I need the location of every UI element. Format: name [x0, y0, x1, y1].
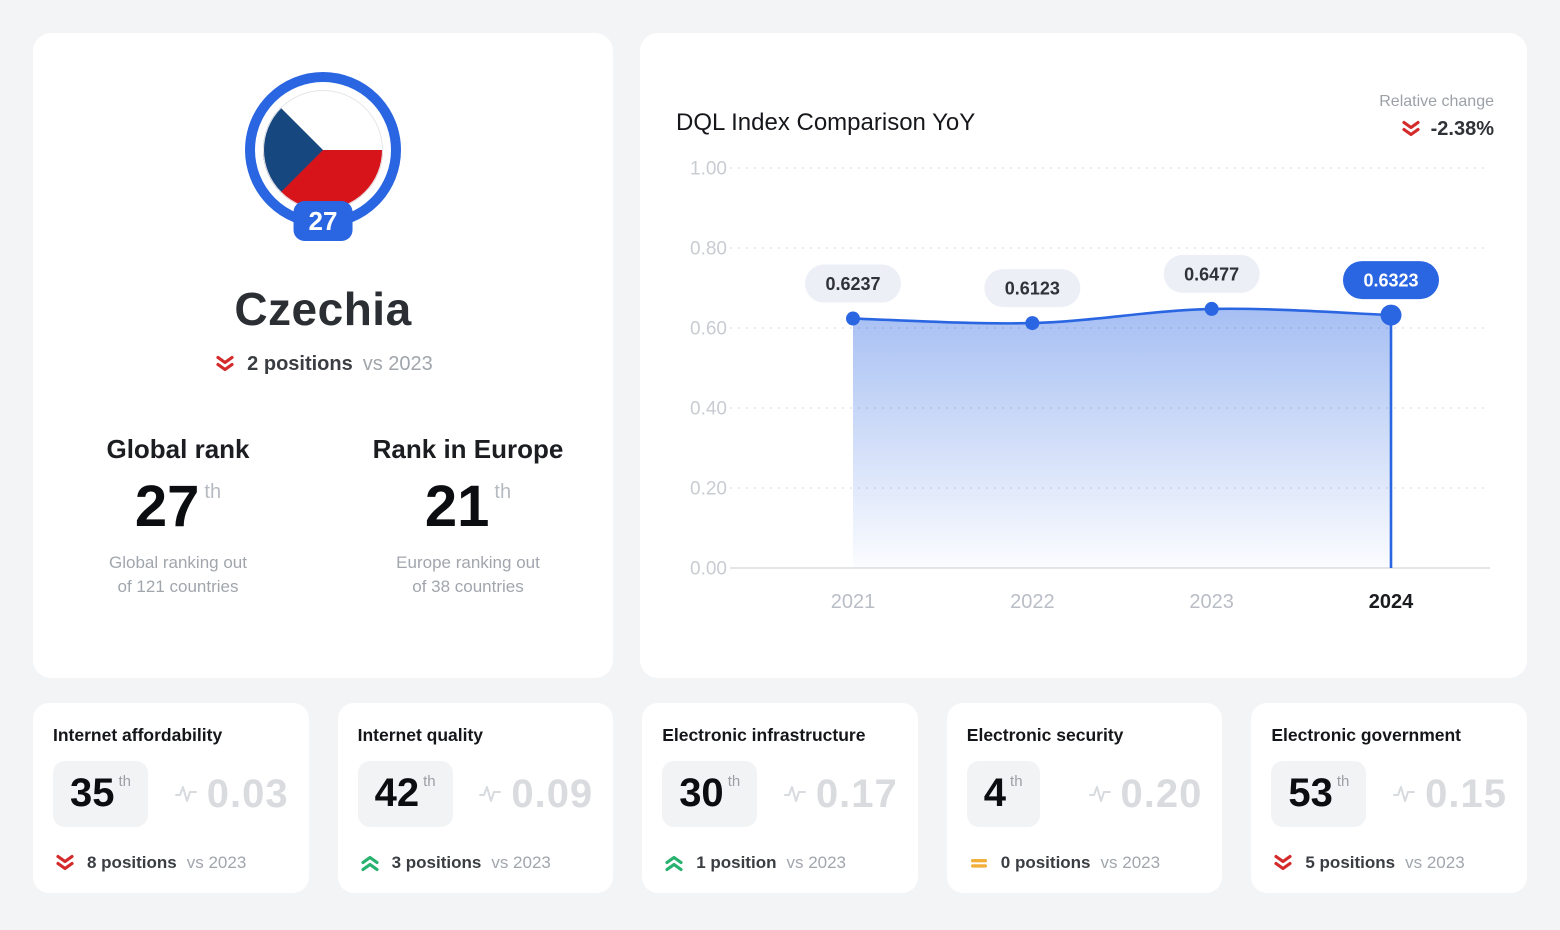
chart-data-point-2023[interactable]	[1204, 301, 1219, 316]
pulse-icon	[782, 781, 808, 807]
europe-rank-caption: Europe ranking out of 38 countries	[396, 552, 540, 597]
chart-data-point-2022[interactable]	[1025, 316, 1040, 331]
y-axis-tick-label: 0.60	[690, 319, 727, 340]
pulse-icon	[477, 781, 503, 807]
subindex-change-row: 3 positions vs 2023	[358, 851, 594, 875]
subindex-score: 0.17	[782, 772, 898, 817]
chevrons-down-icon	[53, 851, 77, 875]
chart-data-point-2024[interactable]	[1380, 304, 1402, 326]
subindex-title: Internet affordability	[53, 725, 223, 745]
chevrons-down-icon	[1271, 851, 1295, 875]
top-row: 27 Czechia 2 positions vs 2023 Global ra…	[33, 33, 1527, 678]
chart-area	[853, 308, 1391, 568]
chevrons-down-icon	[213, 352, 237, 376]
global-rank-caption: Global ranking out of 121 countries	[109, 552, 247, 597]
relative-change-block: Relative change -2.38%	[1379, 93, 1494, 141]
chart-card: DQL Index Comparison YoY Relative change…	[640, 33, 1527, 678]
subindex-title: Electronic security	[966, 725, 1124, 745]
subindex-title: Electronic government	[1271, 725, 1462, 745]
chart-point-label: 0.6123	[1005, 279, 1060, 299]
y-axis-tick-label: 0.20	[690, 479, 727, 500]
country-change-text: 2 positions	[247, 352, 353, 375]
pulse-icon	[173, 781, 199, 807]
chart-data-point-2021[interactable]	[846, 311, 860, 326]
subindex-change-row: 1 position vs 2023	[662, 851, 898, 875]
chevrons-down-icon	[1399, 117, 1423, 141]
country-name: Czechia	[234, 283, 412, 335]
subindex-score: 0.03	[173, 772, 289, 817]
country-change-row: 2 positions vs 2023	[213, 352, 433, 376]
pulse-icon	[1087, 781, 1113, 807]
chart-title: DQL Index Comparison YoY	[676, 109, 976, 136]
chart-point-label-pill-2024[interactable]	[1343, 261, 1439, 300]
country-card: 27 Czechia 2 positions vs 2023 Global ra…	[33, 33, 613, 678]
chart-point-label: 0.6323	[1363, 271, 1418, 291]
country-flag-wrap: 27	[245, 72, 401, 241]
chevrons-up-icon	[358, 851, 382, 875]
europe-rank-title: Rank in Europe	[372, 434, 564, 464]
pulse-icon	[1391, 781, 1417, 807]
subindex-change-row: 8 positions vs 2023	[53, 851, 289, 875]
y-axis-tick-label: 0.40	[690, 399, 727, 420]
y-axis-tick-label: 1.00	[690, 159, 727, 180]
country-change-vs: vs 2023	[362, 352, 433, 375]
x-axis-tick-label: 2023	[1189, 591, 1234, 613]
subindex-change-row: 0 positions vs 2023	[967, 851, 1203, 875]
chevrons-up-icon	[662, 851, 686, 875]
equals-icon	[967, 851, 991, 875]
chart-point-label: 0.6477	[1184, 264, 1239, 284]
subindex-title: Internet quality	[357, 725, 484, 745]
y-axis-tick-label: 0.00	[690, 559, 727, 580]
chart-point-label-pill-2021[interactable]	[805, 264, 901, 303]
relative-change-label: Relative change	[1379, 93, 1494, 110]
x-axis-tick-label: 2021	[831, 591, 876, 613]
x-axis-tick-label: 2024	[1369, 591, 1414, 613]
subindex-score: 0.15	[1391, 772, 1507, 817]
subindex-title: Electronic infrastructure	[662, 725, 866, 745]
subindex-score: 0.20	[1087, 772, 1203, 817]
country-rank-badge: 27	[293, 201, 353, 241]
dql-yoy-chart: 0.00 0.20 0.40 0.60 0.80 1.00 0.6237 2021 0.6123…	[690, 159, 1490, 613]
chart-point-label-pill-2022[interactable]	[984, 269, 1081, 308]
y-axis-tick-label: 0.80	[690, 239, 727, 260]
chart-point-label: 0.6237	[825, 274, 880, 294]
chart-point-label-pill-2023[interactable]	[1163, 254, 1260, 293]
x-axis-tick-label: 2022	[1010, 591, 1055, 613]
czechia-flag	[263, 90, 383, 210]
chart-line	[852, 307, 1392, 325]
subindex-change-row: 5 positions vs 2023	[1271, 851, 1507, 875]
relative-change-value: -2.38%	[1430, 117, 1494, 140]
global-rank-title: Global rank	[106, 434, 250, 464]
subindex-score: 0.09	[477, 772, 593, 817]
